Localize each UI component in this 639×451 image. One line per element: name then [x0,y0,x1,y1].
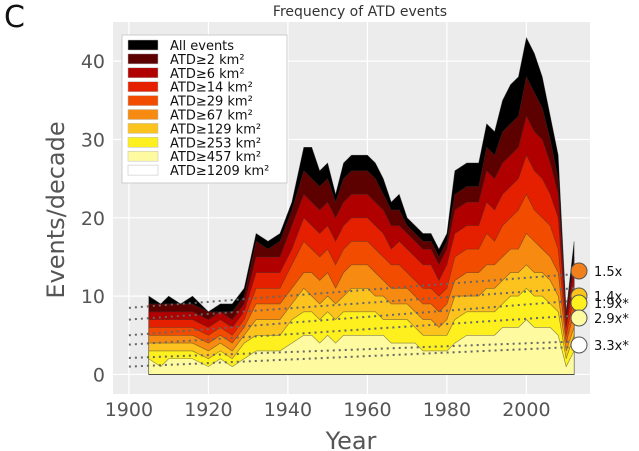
legend-swatch [127,81,159,92]
trend-line [128,273,575,309]
trend-line [128,299,575,337]
legend-swatch [127,123,159,134]
x-tick-label: 1940 [264,399,312,421]
x-tick-label: 1980 [423,399,471,421]
legend-label: ATD≥6 km² [170,67,245,82]
chart-title: Frequency of ATD events [272,4,448,20]
trend-line [128,287,575,321]
ratio-label: 1.9x* [594,297,629,312]
panel-letter: C [4,0,25,35]
legend-swatch [127,109,159,120]
legend-swatch [127,95,159,106]
legend-label: ATD≥129 km² [170,122,261,137]
ratio-marker [570,262,588,280]
ratio-label: 3.3x* [594,339,629,354]
legend-swatch [127,150,159,162]
legend-swatch [127,137,159,148]
x-axis-label: Year [325,427,377,451]
trend-line [128,314,575,346]
legend-label: ATD≥1209 km² [170,164,269,179]
ratio-marker [570,336,588,354]
trend-line [128,346,575,368]
ratio-label: 1.5x [594,265,623,280]
legend-label: ATD≥457 km² [170,150,261,165]
y-axis-label: Events/decade [42,121,70,298]
x-tick-label: 2000 [502,399,550,421]
x-tick-label: 1900 [105,399,153,421]
ratio-marker [570,309,588,327]
legend-swatch [127,39,159,51]
ratio-label: 1.4x [594,290,623,305]
y-tick-label: 0 [93,364,105,386]
ratio-markers: 1.5x 1.4x1.9x*2.9x* 3.3x* [570,262,629,354]
legend-label: ATD≥14 km² [170,81,253,96]
legend-label: ATD≥253 km² [170,136,261,151]
legend-swatch [127,164,159,176]
legend-swatch [127,67,159,79]
legend-label: ATD≥67 km² [170,109,253,124]
trend-lines [128,273,575,368]
x-tick-label: 1920 [184,399,232,421]
x-tick-label: 1960 [343,399,391,421]
legend-label: ATD≥2 km² [170,53,245,68]
legend-label: All events [170,39,234,54]
ratio-label: 2.9x* [594,312,629,327]
y-tick-label: 30 [81,129,105,151]
y-tick-label: 10 [81,286,105,308]
trend-line [128,340,575,359]
y-tick-label: 20 [81,208,105,230]
axis-ticks: 1900 1920 1940 1960 1980 2000 0 10 20 30 40 [81,51,551,421]
ratio-marker [570,294,588,312]
y-tick-label: 40 [81,51,105,73]
legend-swatch [127,53,159,65]
legend-label: ATD≥29 km² [170,95,253,110]
